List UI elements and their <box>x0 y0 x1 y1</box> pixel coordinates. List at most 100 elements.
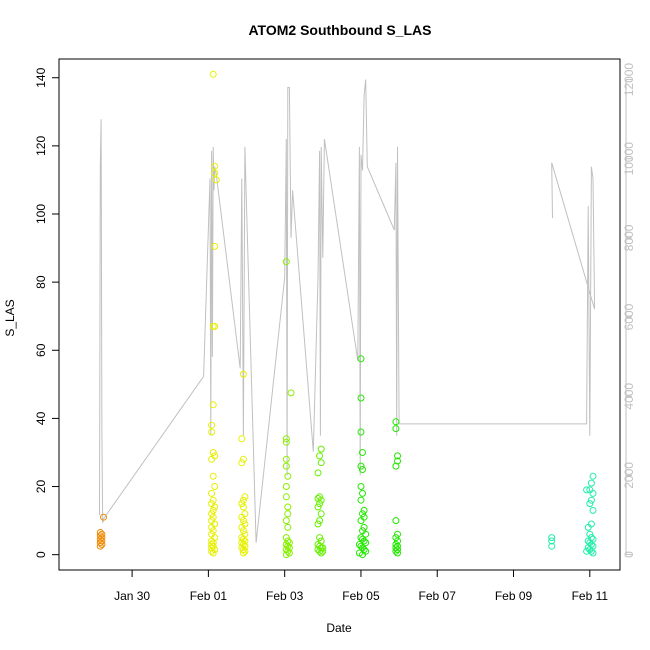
data-point <box>282 517 290 525</box>
data-point <box>316 493 324 501</box>
data-point <box>392 534 400 542</box>
plot-frame <box>58 58 621 571</box>
data-point <box>98 541 106 548</box>
x-axis-label: Date <box>326 621 352 635</box>
data-point <box>284 547 292 555</box>
data-point <box>314 469 322 477</box>
data-point <box>239 541 247 548</box>
x-tick-label: Feb 07 <box>419 589 457 603</box>
data-point <box>586 500 594 508</box>
data-point <box>316 500 324 508</box>
data-point <box>359 551 366 559</box>
data-point <box>241 547 249 555</box>
y-tick-label: 120 <box>34 136 48 156</box>
data-point <box>211 162 219 170</box>
data-point <box>587 547 595 555</box>
data-point <box>239 549 247 557</box>
data-point <box>316 517 324 525</box>
data-point <box>392 425 400 433</box>
data-point <box>239 517 247 525</box>
data-point <box>357 483 365 490</box>
data-point <box>587 479 595 487</box>
y2-tick-label: 4000 <box>622 383 636 410</box>
data-point <box>282 435 290 443</box>
data-point <box>238 513 246 521</box>
x-tick-label: Jan 30 <box>114 589 150 603</box>
data-point <box>359 510 366 518</box>
data-point <box>360 537 368 545</box>
data-point <box>284 503 292 511</box>
data-point <box>317 445 325 453</box>
data-point <box>211 503 219 511</box>
data-point <box>314 520 322 528</box>
y-tick-label: 140 <box>34 67 48 87</box>
axes: Jan 30 Feb 01 Feb 03 Feb 05 Feb 07 Feb 09 Feb … <box>34 63 636 603</box>
data-point <box>357 355 365 363</box>
x-tick-label: Feb 01 <box>190 589 228 603</box>
y-tick-label: 80 <box>34 275 48 289</box>
data-point <box>317 510 325 518</box>
data-point <box>362 539 370 547</box>
data-point <box>589 472 597 480</box>
data-point <box>589 549 597 557</box>
x-tick-label: Feb 03 <box>266 589 304 603</box>
series-line <box>99 79 596 543</box>
data-point <box>208 421 216 429</box>
y2-tick-label: 0 <box>622 551 636 558</box>
data-point <box>239 546 247 554</box>
x-tick-label: Feb 09 <box>495 589 533 603</box>
data-point <box>357 517 365 525</box>
data-point <box>284 472 292 480</box>
data-point <box>282 483 290 490</box>
data-point <box>394 537 401 545</box>
data-point <box>316 452 324 460</box>
data-point <box>100 513 107 521</box>
data-point <box>317 459 325 467</box>
data-point <box>392 418 400 426</box>
data-point <box>583 486 591 494</box>
data-point <box>241 493 249 501</box>
data-point <box>209 506 217 514</box>
data-point <box>360 506 368 514</box>
data-point <box>211 242 219 250</box>
data-point <box>239 527 247 535</box>
data-point <box>314 503 322 511</box>
data-point <box>209 549 217 557</box>
data-point <box>209 527 217 535</box>
data-point <box>238 459 246 467</box>
data-point <box>357 428 365 436</box>
data-point <box>239 496 247 504</box>
data-point <box>209 70 217 78</box>
data-point <box>212 176 220 184</box>
data-point <box>589 506 597 514</box>
data-point <box>357 462 365 470</box>
data-point <box>282 493 290 501</box>
data-point <box>586 530 594 538</box>
data-point <box>211 322 219 330</box>
y-tick-label: 40 <box>34 411 48 425</box>
data-point <box>287 389 295 397</box>
data-point <box>392 517 400 525</box>
data-point <box>282 534 290 542</box>
data-point <box>284 537 292 545</box>
data-point <box>357 496 365 504</box>
y-tick-label: 60 <box>34 343 48 357</box>
data-point <box>359 449 366 456</box>
data-point <box>394 452 401 460</box>
data-point <box>394 546 401 554</box>
y2-tick-label: 6000 <box>622 303 636 330</box>
data-point <box>209 496 217 504</box>
data-point <box>98 534 106 542</box>
y-axis-label: S_LAS <box>3 299 17 336</box>
data-point <box>359 489 366 497</box>
data-point <box>208 523 216 531</box>
y-tick-label: 0 <box>34 551 48 558</box>
y2-tick-label: 12000 <box>622 63 636 97</box>
data-point <box>209 401 217 409</box>
x-tick-label: Feb 11 <box>572 589 609 603</box>
data-point <box>548 542 556 550</box>
data-point <box>282 551 290 559</box>
data-point <box>208 428 216 436</box>
data-point <box>394 549 401 557</box>
